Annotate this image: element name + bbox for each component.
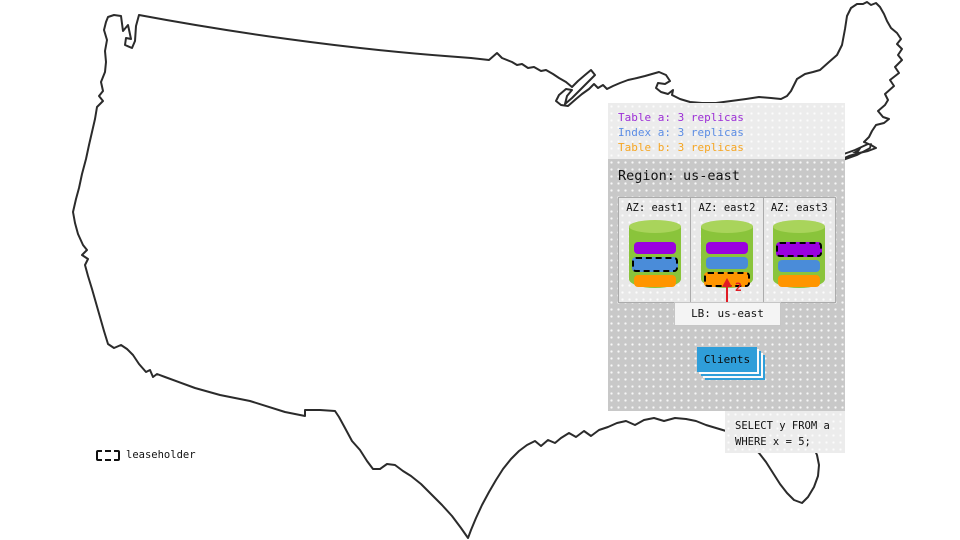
query-line-2: WHERE x = 5; xyxy=(735,436,811,448)
legend-line-table-a: Table a: 3 replicas xyxy=(618,111,744,124)
replica-bar-index-a xyxy=(705,257,748,269)
replica-bar-table-b xyxy=(633,275,676,287)
legend-line-index-a: Index a: 3 replicas xyxy=(618,126,744,139)
leaseholder-legend: leaseholder xyxy=(96,449,196,461)
leaseholder-label: leaseholder xyxy=(126,449,196,461)
query-box: SELECT y FROM a WHERE x = 5; xyxy=(725,411,845,453)
region-box: Region: us-east AZ: east1 AZ: east2 AZ: ea… xyxy=(608,159,845,411)
replica-bar-table-a-leaseholder xyxy=(776,242,823,257)
database-cylinder-icon xyxy=(628,220,681,288)
az-box-1: AZ: east1 xyxy=(618,197,692,303)
arrow-step-label: 2 xyxy=(735,280,742,294)
query-line-1: SELECT y FROM a xyxy=(735,420,830,432)
long-island-outline xyxy=(840,143,872,161)
replica-bar-table-a xyxy=(705,242,748,254)
database-cylinder-icon xyxy=(773,220,826,288)
replica-bar-index-a-leaseholder xyxy=(631,257,678,272)
az-label: AZ: east3 xyxy=(770,202,828,214)
replica-bar-index-a xyxy=(778,260,821,272)
replication-panel: Table a: 3 replicas Index a: 3 replicas Ta… xyxy=(608,103,845,411)
replica-bars xyxy=(629,226,681,287)
region-title: Region: us-east xyxy=(618,168,740,184)
leaseholder-swatch-icon xyxy=(96,449,120,461)
arrow-line xyxy=(726,286,728,302)
az-box-3: AZ: east3 xyxy=(762,197,836,303)
replica-bar-table-a xyxy=(633,242,676,254)
clients-node: Clients xyxy=(697,347,757,372)
long-island-tip xyxy=(852,147,862,153)
legend-line-table-b: Table b: 3 replicas xyxy=(618,141,744,154)
az-label: AZ: east2 xyxy=(698,202,756,214)
replica-legend: Table a: 3 replicas Index a: 3 replicas Ta… xyxy=(608,103,845,159)
replica-bars xyxy=(773,226,825,287)
load-balancer-node: LB: us-east xyxy=(674,302,781,326)
replica-bar-table-b xyxy=(778,275,821,287)
arrow-head-icon xyxy=(722,278,732,287)
az-label: AZ: east1 xyxy=(626,202,684,214)
database-cylinder-icon xyxy=(700,220,753,288)
